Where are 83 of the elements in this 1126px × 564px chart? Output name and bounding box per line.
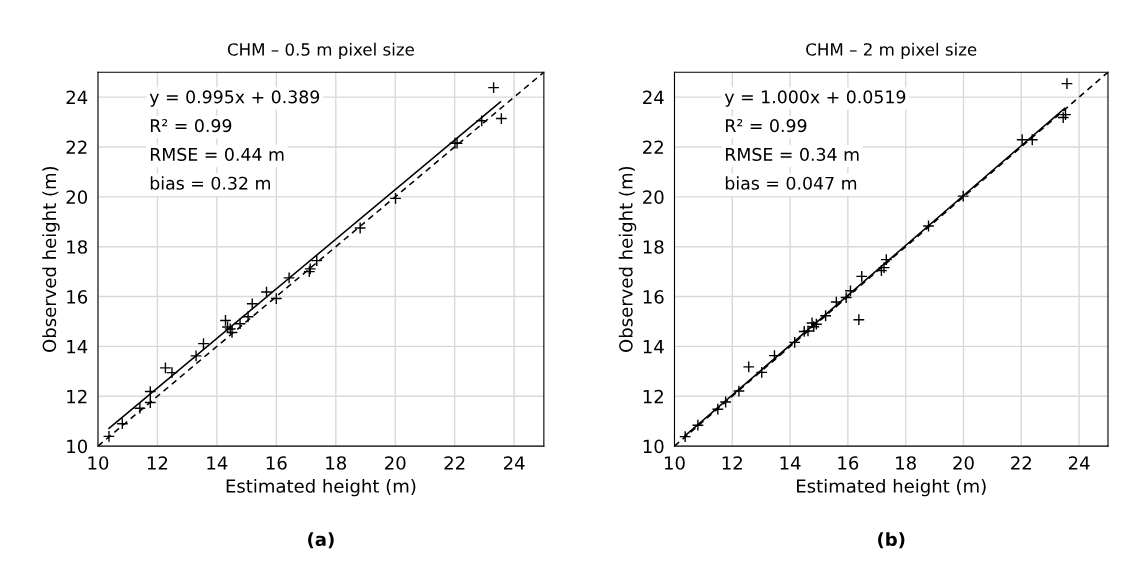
point (144, 396, 157, 409)
x-axis-title: Estimated height (m) (797, 478, 986, 497)
y-tick-label: 18 (643, 240, 664, 254)
x-tick-label: 20 (385, 456, 406, 470)
annotation: R² = 0.99 (726, 119, 807, 133)
point (144, 385, 157, 398)
point (788, 336, 801, 349)
point (768, 349, 781, 362)
y-tick-label: 16 (67, 290, 88, 304)
point (1026, 133, 1039, 146)
x-tick-label: 22 (1011, 456, 1031, 470)
x-tick-label: 18 (896, 456, 916, 470)
x-tick-label: 10 (664, 456, 685, 470)
x-tick-label: 18 (326, 456, 347, 470)
annotation: bias = 0.32 m (150, 176, 270, 190)
point (189, 349, 203, 362)
annotation: bias = 0.047 m (725, 176, 857, 190)
point (225, 326, 239, 339)
point (159, 361, 172, 374)
y-tick-label: 20 (66, 190, 88, 204)
x-tick-label: 24 (503, 456, 525, 470)
y-tick-label: 10 (67, 439, 88, 454)
point (283, 271, 296, 284)
annotation: y = 1.000x + 0.0519 (724, 90, 906, 107)
point (270, 292, 283, 305)
y-tick-label: 14 (643, 340, 664, 354)
point (922, 219, 935, 233)
y-tick-label: 16 (643, 290, 664, 304)
x-tick-label: 10 (88, 456, 109, 470)
point (487, 81, 500, 94)
x-tick-label: 12 (147, 456, 168, 470)
point (389, 192, 402, 205)
y-axis-title: Observed height (m) (618, 166, 637, 352)
y-tick-label: 18 (67, 240, 87, 254)
x-tick-label: 22 (444, 456, 465, 470)
x-tick-label: 16 (838, 456, 859, 470)
point (219, 314, 232, 327)
point (742, 360, 755, 373)
y-tick-label: 14 (67, 340, 88, 354)
point (957, 190, 970, 203)
annotation: RMSE = 0.34 m (726, 147, 859, 161)
text: (b) (878, 532, 905, 549)
point (852, 313, 865, 326)
point (246, 297, 259, 310)
x-axis-title: Estimated height (m) (226, 478, 416, 497)
point (354, 221, 367, 235)
x-tick-label: 14 (207, 456, 228, 470)
point (197, 337, 210, 350)
y-tick-label: 24 (66, 90, 88, 104)
annotation: R² = 0.99 (150, 119, 232, 133)
annotation: y = 0.995x + 0.389 (149, 90, 320, 107)
chart-title: CHM – 2 m pixel size (806, 42, 977, 59)
point (260, 285, 273, 299)
x-tick-label: 14 (780, 456, 801, 470)
x-tick-label: 20 (953, 456, 974, 470)
x-tick-label: 24 (1068, 456, 1090, 470)
y-tick-label: 22 (643, 140, 663, 154)
chart-title: CHM – 0.5 m pixel size (227, 42, 414, 59)
text: (a) (308, 532, 334, 549)
point (116, 417, 129, 430)
y-tick-label: 20 (643, 190, 664, 204)
point (495, 112, 508, 125)
point (1060, 77, 1074, 90)
y-tick-label: 12 (643, 389, 663, 404)
y-tick-label: 12 (67, 389, 87, 404)
annotation: RMSE = 0.44 m (150, 147, 284, 161)
point (133, 402, 146, 415)
y-tick-label: 10 (643, 439, 664, 454)
x-tick-label: 16 (266, 456, 287, 470)
y-tick-label: 22 (66, 140, 87, 154)
point (830, 295, 843, 309)
point (475, 114, 488, 127)
y-tick-label: 24 (643, 90, 664, 104)
point (732, 384, 745, 398)
point (691, 419, 704, 432)
point (880, 253, 893, 266)
x-tick-label: 12 (722, 456, 742, 470)
point (819, 309, 832, 322)
y-axis-title: Observed height (m) (42, 166, 60, 352)
point (165, 366, 179, 379)
point (679, 430, 692, 443)
point (755, 366, 768, 379)
point (855, 270, 868, 283)
